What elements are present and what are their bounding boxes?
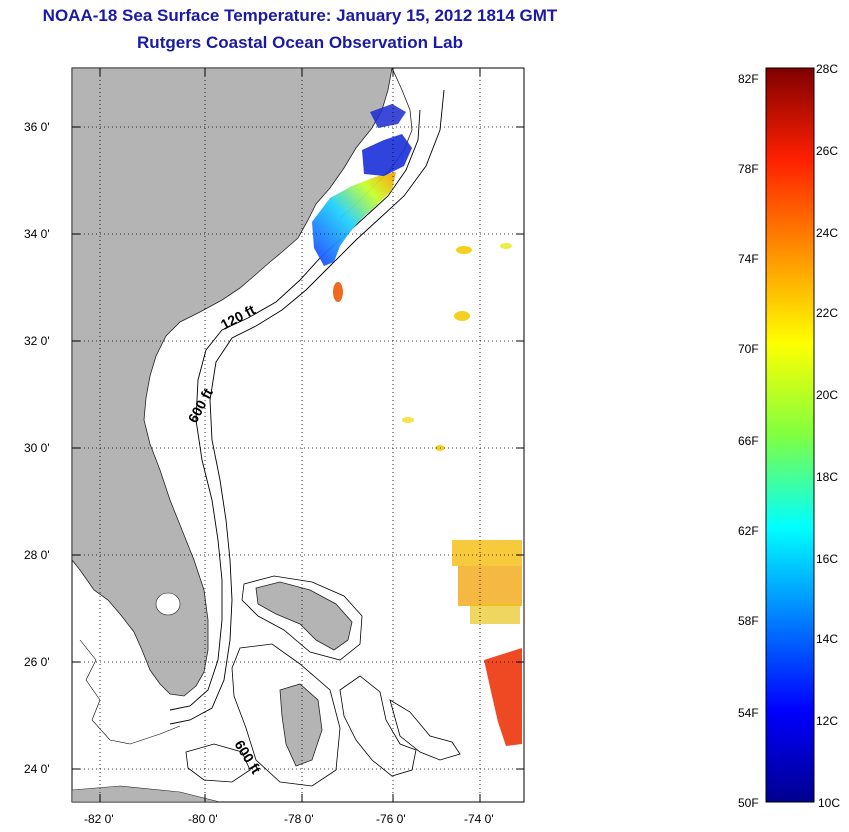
- lat-label-24: 24 0': [24, 762, 50, 776]
- colorbar-label-16c: 16C: [816, 552, 839, 566]
- colorbar-label-54f: 54F: [738, 706, 759, 720]
- sst-patch-albemarle: [370, 104, 406, 128]
- colorbar: [765, 67, 815, 803]
- colorbar-label-62f: 62F: [738, 524, 759, 538]
- lon-label-78: -78 0': [284, 812, 314, 826]
- contour-great-bahama-bank: [231, 643, 341, 787]
- sst-patch-pamlico: [362, 134, 412, 176]
- colorbar-label-10c: 10C: [818, 796, 841, 810]
- lon-label-80: -80 0': [188, 812, 218, 826]
- colorbar-label-22c: 22C: [816, 306, 839, 320]
- colorbar-label-50f: 50F: [738, 796, 759, 810]
- colorbar-label-58f: 58F: [738, 614, 759, 628]
- contour-600ft: [169, 89, 445, 725]
- lon-label-82: -82 0': [84, 812, 114, 826]
- graticule: [72, 68, 524, 802]
- contour-bahama-bank-north: [241, 575, 363, 661]
- lat-label-34: 34 0': [24, 227, 50, 241]
- colorbar-label-26c: 26C: [816, 144, 839, 158]
- sst-speck-5: [500, 243, 512, 249]
- colorbar-label-78f: 78F: [738, 162, 759, 176]
- contour-120ft: [169, 109, 421, 711]
- colorbar-label-14c: 14C: [816, 632, 839, 646]
- colorbar-label-12c: 12C: [816, 714, 839, 728]
- sst-speck-1: [456, 246, 472, 254]
- axis-ticks: [72, 68, 524, 802]
- sst-patch-gulf-stream-3: [470, 604, 520, 624]
- land-andros: [279, 683, 323, 767]
- lat-label-30: 30 0': [24, 441, 50, 455]
- colorbar-label-18c: 18C: [816, 470, 839, 484]
- map-subtitle: Rutgers Coastal Ocean Observation Lab: [137, 33, 463, 52]
- lat-label-26: 26 0': [24, 655, 50, 669]
- lat-label-36: 36 0': [24, 120, 50, 134]
- colorbar-label-66f: 66F: [738, 434, 759, 448]
- sst-patch-gulf-stream-4: [484, 648, 522, 746]
- sst-patch-gulf-stream-2: [458, 566, 522, 606]
- colorbar-label-28c: 28C: [816, 62, 839, 76]
- sst-speck-6: [333, 282, 343, 302]
- lon-label-74: -74 0': [464, 812, 494, 826]
- colorbar-label-74f: 74F: [738, 252, 759, 266]
- colorbar-label-82f: 82F: [738, 72, 759, 86]
- colorbar-label-20c: 20C: [816, 388, 839, 402]
- colorbar-label-24c: 24C: [816, 226, 839, 240]
- lat-label-28: 28 0': [24, 548, 50, 562]
- contour-shelf-inner: [79, 639, 181, 745]
- sst-speck-3: [402, 417, 414, 423]
- contour-exuma: [339, 675, 417, 777]
- contour-eleuthera: [389, 699, 461, 761]
- land-grand-bahama: [255, 581, 353, 651]
- land-corner-north: [72, 785, 221, 802]
- colorbar-label-70f: 70F: [738, 342, 759, 356]
- lon-label-76: -76 0': [376, 812, 406, 826]
- lat-label-32: 32 0': [24, 334, 50, 348]
- contour-cay-sal: [185, 743, 251, 783]
- sst-patch-gulf-stream-1: [452, 540, 522, 566]
- sst-speck-2: [454, 311, 470, 321]
- map-title: NOAA-18 Sea Surface Temperature: January…: [42, 6, 558, 25]
- sst-patch-onslow-bay: [312, 172, 396, 266]
- lake-okeechobee: [155, 592, 181, 616]
- land-mainland: [72, 68, 393, 697]
